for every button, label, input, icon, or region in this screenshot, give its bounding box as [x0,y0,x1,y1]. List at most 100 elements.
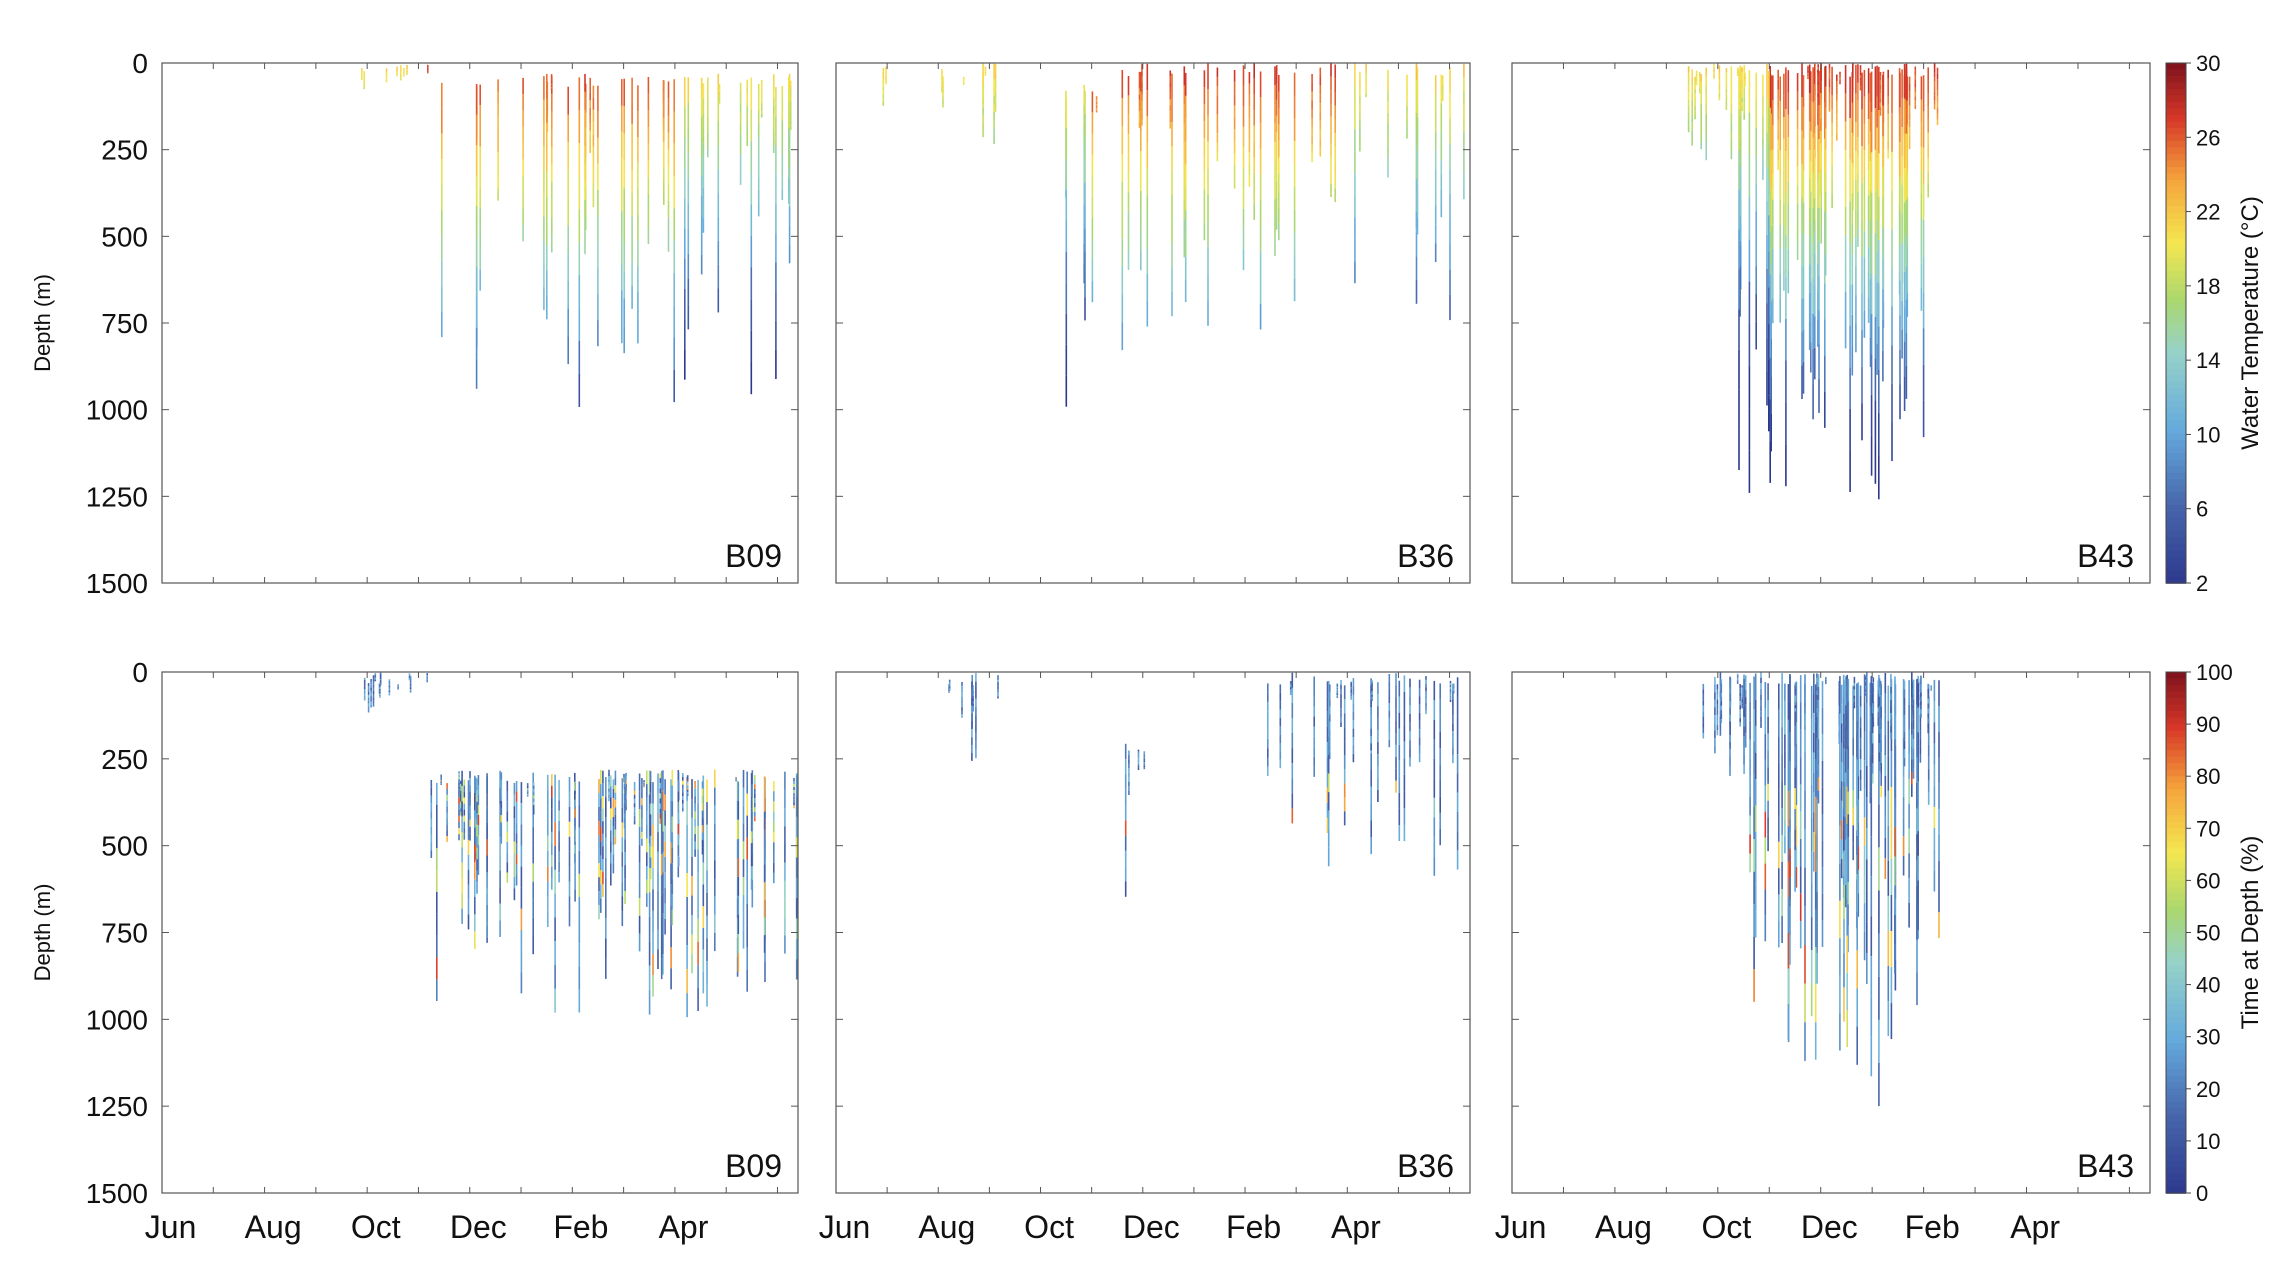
colorbar-swatch [2166,199,2186,207]
colorbar-label: Water Temperature (°C) [2237,196,2264,450]
colorbar-swatch [2166,394,2186,402]
colorbar-tick-label: 80 [2196,764,2220,789]
panel-tag: B09 [725,1148,782,1184]
x-tick-label: Feb [553,1209,608,1245]
colorbar-swatch [2166,685,2186,693]
colorbar-swatch [2166,808,2186,817]
colorbar-swatch [2166,446,2186,454]
colorbar-label: Time at Depth (%) [2237,836,2264,1030]
colorbar-swatch [2166,570,2186,578]
colorbar-swatch [2166,737,2186,745]
colorbar-tick-label: 30 [2196,1025,2220,1050]
colorbar-swatch [2166,1043,2186,1051]
y-tick-label: 250 [101,744,148,775]
colorbar-swatch [2166,750,2186,758]
colorbar-tick-label: 26 [2196,125,2220,150]
colorbar-swatch [2166,821,2186,830]
x-tick-label: Oct [351,1209,401,1245]
colorbar-swatch [2166,336,2186,344]
colorbar-swatch [2166,531,2186,539]
panel-time_at_depth-b36: Jun Aug Oct Dec Feb Apr B36 [819,671,1471,1245]
colorbar-swatch [2166,828,2186,836]
x-tick-label: Apr [1331,1209,1381,1245]
panel-tag: B36 [1397,1148,1454,1184]
colorbar-swatch [2166,678,2186,686]
panel-temperature-b09: 0 250 500 750 1000 1250 1500 Depth (m) B09 [30,48,799,599]
y-tick-label: 1000 [86,395,148,426]
colorbar-frame [2165,62,2187,584]
colorbar-swatch [2166,433,2186,441]
colorbar-swatch [2166,893,2186,901]
y-axis-label: Depth (m) [30,884,55,982]
colorbar-swatch [2166,277,2186,285]
colorbar-swatch [2166,873,2186,882]
colorbar-swatch [2166,63,2186,71]
y-tick-label: 1250 [86,481,148,512]
colorbar-tick-label: 60 [2196,868,2220,893]
colorbar-swatch [2166,724,2186,732]
colorbar-swatch [2166,717,2186,725]
colorbar-swatch [2166,711,2186,719]
data-bars [882,63,1465,407]
colorbar-swatch [2166,82,2186,90]
colorbar-swatch [2166,518,2186,526]
colorbar-swatch [2166,997,2186,1005]
colorbar-swatch [2166,730,2186,738]
colorbar-swatch [2166,349,2186,357]
colorbar-tick-label: 70 [2196,816,2220,841]
y-tick-label: 1500 [86,568,148,599]
panel-frame [1511,62,2151,584]
colorbar-swatch [2166,232,2186,240]
colorbar-swatch [2166,991,2186,999]
colorbar-swatch [2166,485,2186,493]
colorbar-swatch [2166,212,2186,220]
colorbar-swatch [2166,524,2186,532]
x-tick-label: Oct [1024,1209,1074,1245]
colorbar-swatch [2166,115,2186,123]
y-tick-label: 1250 [86,1091,148,1122]
colorbar-swatch [2166,375,2186,383]
colorbar-swatch [2166,238,2186,246]
colorbar-swatch [2166,1167,2186,1175]
colorbar-tick-label: 0 [2196,1181,2208,1206]
colorbar-swatch [2166,860,2186,869]
colorbar-swatch [2166,134,2186,142]
colorbar-swatch [2166,1186,2186,1194]
panel-tag: B09 [725,538,782,574]
colorbar-swatch [2166,342,2186,350]
colorbar-temperature: 30 26 22 18 14 10 6 2 Water Temperature (°C) [2165,51,2264,596]
colorbar-swatch [2166,563,2186,571]
colorbar-swatch [2166,258,2186,266]
colorbar-swatch [2166,180,2186,188]
y-tick-label: 0 [132,657,148,688]
colorbar-swatch [2166,802,2186,810]
x-tick-label: Dec [1801,1209,1858,1245]
colorbar-swatch [2166,550,2186,558]
colorbar-swatch [2166,971,2186,979]
colorbar-swatch [2166,1160,2186,1168]
colorbar-swatch [2166,297,2186,305]
colorbar-swatch [2166,108,2186,116]
colorbar-swatch [2166,576,2186,584]
colorbar-swatch [2166,160,2186,168]
colorbar-swatch [2166,1095,2186,1103]
colorbar-swatch [2166,420,2186,428]
colorbar-swatch [2166,479,2186,487]
x-tick-label: Oct [1701,1209,1751,1245]
colorbar-swatch [2166,795,2186,803]
colorbar-swatch [2166,407,2186,415]
colorbar-swatch [2166,173,2186,181]
colorbar-tick-label: 20 [2196,1077,2220,1102]
colorbar-swatch [2166,945,2186,953]
colorbar-tick-label: 100 [2196,660,2233,685]
y-tick-label: 0 [132,48,148,79]
x-tick-label: Apr [2010,1209,2060,1245]
colorbar-swatch [2166,154,2186,162]
colorbar-swatch [2166,414,2186,422]
colorbar-swatch [2166,303,2186,311]
colorbar-swatch [2166,691,2186,699]
x-tick-label: Apr [659,1209,709,1245]
colorbar-swatch [2166,965,2186,973]
y-tick-label: 1500 [86,1178,148,1209]
